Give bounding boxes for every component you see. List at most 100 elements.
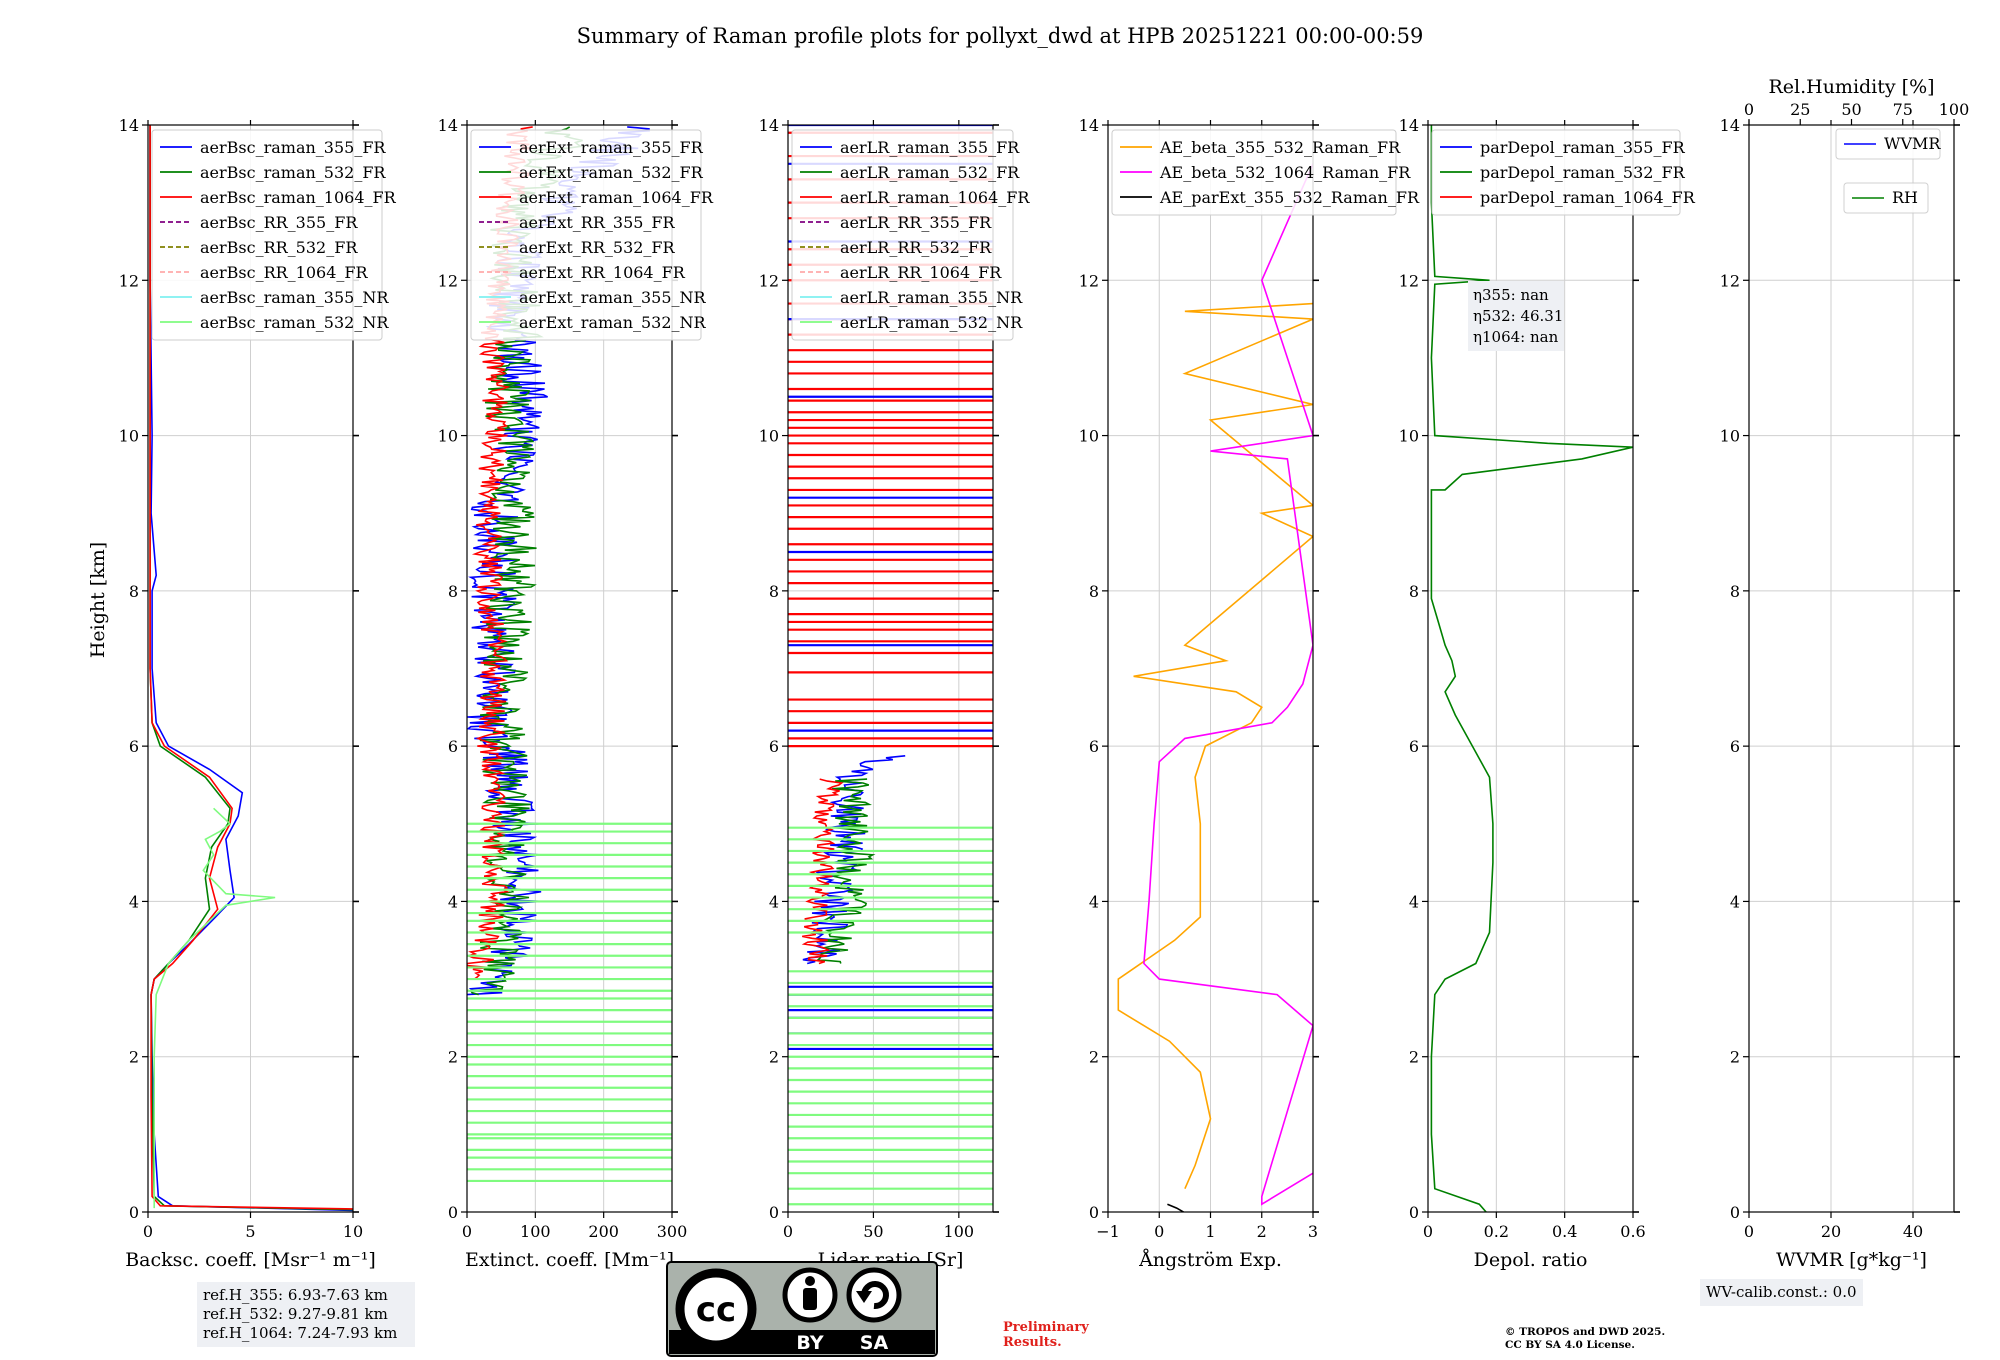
legend-label: aerBsc_RR_532_FR [200,238,358,257]
y-tick-label: 2 [448,1048,458,1067]
series-line-aerBsc_raman_532_FR [149,125,353,1211]
y-tick-label: 14 [759,116,779,135]
legend-label: aerExt_RR_1064_FR [519,263,686,282]
y-tick-label: 6 [1730,737,1740,756]
x-tick-label: 0.4 [1552,1222,1577,1241]
ref-height-532: ref.H_532: 9.27-9.81 km [203,1305,388,1323]
legend-label: aerLR_raman_355_NR [840,288,1023,307]
y-tick-label: 8 [769,582,779,601]
legend-label: aerLR_RR_1064_FR [840,263,1002,282]
x-tick-label: 0 [1744,1222,1754,1241]
legend-label: aerLR_raman_532_FR [840,163,1020,182]
y-tick-label: 14 [1720,116,1740,135]
legend-label: aerExt_raman_355_NR [519,288,707,307]
y-axis-label: Height [km] [87,542,109,658]
y-tick-label: 14 [119,116,139,135]
y-tick-label: 10 [438,427,458,446]
y-tick-label: 0 [129,1203,139,1222]
top-axis-label: Rel.Humidity [%] [1768,76,1934,98]
annotation-line: η355: nan [1473,286,1549,304]
y-tick-label: 8 [448,582,458,601]
y-tick-label: 6 [129,737,139,756]
wv-calibration-box: WV-calib.const.: 0.0 [1700,1279,1863,1306]
legend-label: aerBsc_raman_532_NR [200,313,389,332]
y-tick-label: 4 [769,892,779,911]
y-tick-label: 12 [438,271,458,290]
x-tick-label: 5 [245,1222,255,1241]
y-tick-label: 8 [1409,582,1419,601]
sa-share-icon [846,1267,902,1323]
x-tick-label: 50 [863,1222,883,1241]
y-tick-label: 10 [1720,427,1740,446]
cc-logo-icon [675,1268,757,1350]
legend-box [470,129,702,341]
x-tick-label: −1 [1096,1222,1120,1241]
legend-box [151,129,383,341]
x-tick-label: 3 [1308,1222,1318,1241]
y-tick-label: 2 [1730,1048,1740,1067]
y-tick-label: 8 [1089,582,1099,601]
series-line-AE_beta_532_1064_Raman_FR [1143,163,1313,1206]
x-tick-label: 200 [588,1222,619,1241]
x-tick-label: 0 [143,1222,153,1241]
y-tick-label: 4 [1089,892,1099,911]
legend-label: parDepol_raman_355_FR [1480,138,1686,157]
annotation-line: η1064: nan [1473,328,1559,346]
x-tick-label: 0 [462,1222,472,1241]
legend-label: aerBsc_RR_1064_FR [200,263,369,282]
legend-label: aerLR_raman_355_FR [840,138,1020,157]
top-axis-tick-label: 75 [1893,100,1913,119]
legend-label: aerBsc_raman_532_FR [200,163,386,182]
x-tick-label: 300 [657,1222,688,1241]
y-tick-label: 2 [1089,1048,1099,1067]
legend-label: RH [1892,188,1918,207]
y-tick-label: 4 [448,892,458,911]
x-tick-label: 0.6 [1620,1222,1645,1241]
legend-label: aerBsc_raman_355_FR [200,138,386,157]
legend-label: aerLR_raman_532_NR [840,313,1023,332]
series-group [1117,163,1313,1212]
legend-label: parDepol_raman_1064_FR [1480,188,1696,207]
x-tick-label: 10 [343,1222,363,1241]
y-tick-label: 8 [129,582,139,601]
y-tick-label: 0 [1409,1203,1419,1222]
cc-logo-text: cc [696,1290,736,1330]
x-axis-label: Depol. ratio [1474,1249,1588,1271]
legend-label: aerExt_RR_355_FR [519,213,676,232]
figure-title: Summary of Raman profile plots for polly… [577,24,1424,48]
legend-label: aerBsc_raman_355_NR [200,288,389,307]
legend-label: aerExt_raman_355_FR [519,138,704,157]
y-tick-label: 10 [1399,427,1419,446]
x-tick-label: 0 [1154,1222,1164,1241]
y-tick-label: 10 [1079,427,1099,446]
sa-label: SA [860,1332,889,1354]
legend-label: WVMR [1884,134,1941,153]
y-tick-label: 2 [129,1048,139,1067]
y-tick-label: 12 [1399,271,1419,290]
y-tick-label: 0 [448,1203,458,1222]
plot-frame [787,124,994,1213]
ref-height-1064: ref.H_1064: 7.24-7.93 km [203,1324,398,1342]
legend-label: aerLR_raman_1064_FR [840,188,1030,207]
ref-height-355: ref.H_355: 6.93-7.63 km [203,1286,388,1304]
x-tick-label: 20 [1821,1222,1841,1241]
y-tick-label: 0 [1730,1203,1740,1222]
legend-label: aerExt_raman_532_NR [519,313,707,332]
plot-frame [1748,124,1955,1213]
y-tick-label: 2 [1409,1048,1419,1067]
series-group [1430,125,1633,1212]
x-tick-label: 40 [1903,1222,1923,1241]
y-tick-label: 4 [1730,892,1740,911]
legend-box [791,129,1014,341]
legend-box [1431,129,1681,216]
x-tick-label: 0 [783,1222,793,1241]
legend-label: aerExt_raman_532_FR [519,163,704,182]
y-tick-label: 4 [129,892,139,911]
x-axis-label: WVMR [g*kg⁻¹] [1776,1249,1927,1271]
annotation-box [1468,281,1564,351]
panel-backscatter: 0 2 4 6 8 10 12 14 0 5 10 Backsc. coeff. [Msr⁻¹ m⁻¹… [119,116,397,1271]
by-label: BY [796,1332,823,1354]
